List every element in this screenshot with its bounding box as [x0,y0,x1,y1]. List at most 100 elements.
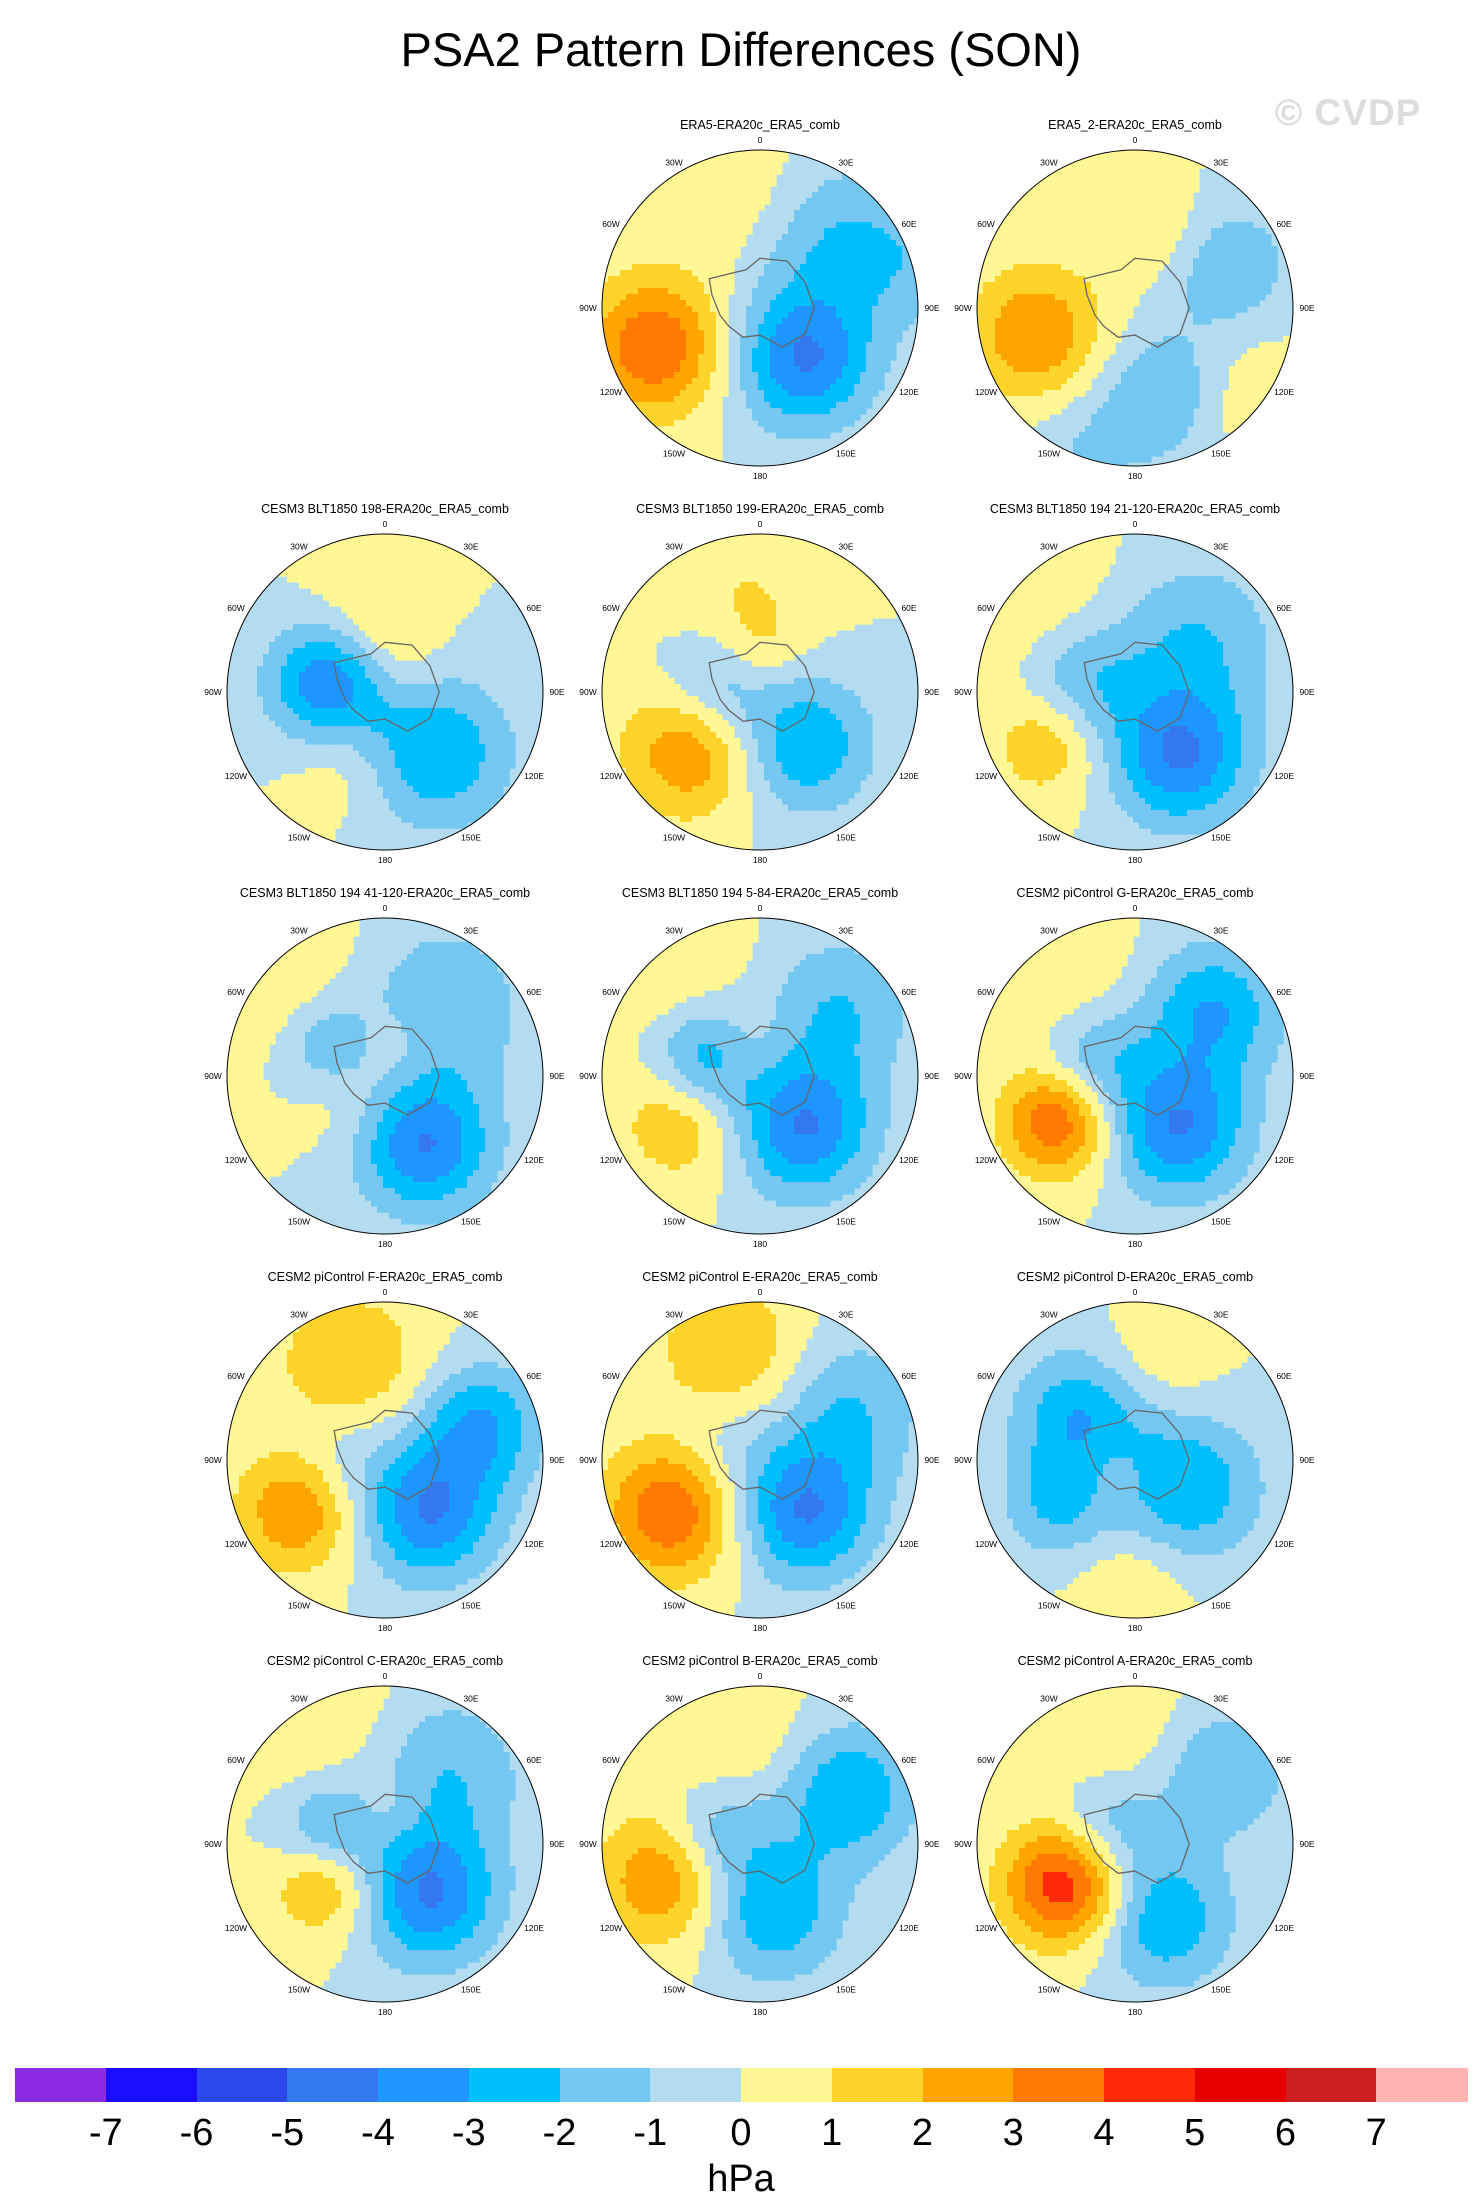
map-panel: CESM3 BLT1850 194 5-84-ERA20c_ERA5_comb 0… [570,886,950,1266]
longitude-label: 30W [290,1310,307,1320]
longitude-label: 0 [1133,1287,1138,1297]
longitude-label: 30W [1040,158,1057,168]
longitude-label: 30E [1213,542,1228,552]
panel-title: CESM2 piControl A-ERA20c_ERA5_comb [945,1654,1325,1668]
longitude-label: 120E [1274,1155,1294,1165]
map-boundary [976,1301,1294,1619]
figure-title: PSA2 Pattern Differences (SON) [0,22,1482,77]
longitude-label: 180 [753,1239,767,1249]
colorbar-swatch [650,2068,742,2102]
longitude-label: 0 [1133,1671,1138,1681]
coastline [1083,1025,1190,1116]
longitude-label: 60E [901,603,916,613]
polar-map: 0 30E 60E 90E 120E 150E 180 150W 120W 90W 60W 30W [579,1671,940,2017]
panel-title: CESM2 piControl F-ERA20c_ERA5_comb [195,1270,575,1284]
polar-map: 0 30E 60E 90E 120E 150E 180 150W 120W 90W 60W 30W [579,135,940,481]
polar-map: 0 30E 60E 90E 120E 150E 180 150W 120W 90W 60W 30W [204,1671,565,2017]
longitude-label: 90W [204,1455,221,1465]
longitude-label: 60W [602,603,619,613]
longitude-label: 30E [1213,1310,1228,1320]
longitude-label: 60E [901,987,916,997]
longitude-label: 30E [463,926,478,936]
longitude-label: 150E [461,1601,481,1611]
map-panel: CESM3 BLT1850 198-ERA20c_ERA5_comb 0 30E 60… [195,502,575,882]
map-panel: CESM3 BLT1850 199-ERA20c_ERA5_comb 0 30E 60… [570,502,950,882]
longitude-label: 90E [1299,1455,1314,1465]
longitude-label: 60E [1276,1755,1291,1765]
longitude-label: 90E [1299,303,1314,313]
panel-title: CESM3 BLT1850 194 21-120-ERA20c_ERA5_com… [945,502,1325,516]
longitude-label: 90W [954,1455,971,1465]
longitude-label: 180 [753,1623,767,1633]
longitude-label: 30E [1213,926,1228,936]
colorbar-tick-label: 0 [730,2112,751,2155]
colorbar-tick-label: -6 [180,2112,214,2155]
panel-title: CESM3 BLT1850 194 41-120-ERA20c_ERA5_com… [195,886,575,900]
map-boundary [601,149,919,467]
longitude-label: 60E [901,1755,916,1765]
longitude-label: 60E [526,1755,541,1765]
coastline [708,641,815,732]
longitude-label: 120W [225,1539,247,1549]
panel-title: CESM2 piControl B-ERA20c_ERA5_comb [570,1654,950,1668]
coastline [708,257,815,348]
longitude-label: 90E [924,1839,939,1849]
longitude-label: 180 [1128,855,1142,865]
map-boundary [976,1685,1294,2003]
coastline [1083,257,1190,348]
longitude-label: 150W [663,1217,685,1227]
map-panel: CESM3 BLT1850 194 41-120-ERA20c_ERA5_com… [195,886,575,1266]
longitude-label: 30E [1213,1694,1228,1704]
longitude-label: 60E [901,219,916,229]
map-panel: ERA5_2-ERA20c_ERA5_comb 0 30E 60E 90E 120E 150… [945,118,1325,498]
longitude-label: 90W [954,1839,971,1849]
panel-title: CESM2 piControl C-ERA20c_ERA5_comb [195,1654,575,1668]
contour-field [602,1686,918,2002]
longitude-label: 90E [924,1071,939,1081]
coastline [1083,1409,1190,1500]
longitude-label: 30E [463,1694,478,1704]
colorbar-swatch [1376,2068,1468,2102]
longitude-label: 150W [1038,1601,1060,1611]
longitude-label: 90W [204,1071,221,1081]
map-panel: CESM2 piControl E-ERA20c_ERA5_comb 0 30E 60… [570,1270,950,1650]
cvdp-watermark: © CVDP [1275,92,1421,134]
longitude-label: 150W [288,1601,310,1611]
longitude-label: 150W [663,833,685,843]
polar-map: 0 30E 60E 90E 120E 150E 180 150W 120W 90W 60W 30W [579,519,940,865]
longitude-label: 30W [665,1694,682,1704]
contour-field [602,1302,918,1618]
colorbar-tick-label: 1 [821,2112,842,2155]
longitude-label: 0 [383,1287,388,1297]
coastline [333,1025,440,1116]
longitude-label: 90E [1299,687,1314,697]
contour-field [227,1686,543,2002]
polar-map: 0 30E 60E 90E 120E 150E 180 150W 120W 90W 60W 30W [204,519,565,865]
longitude-label: 0 [1133,519,1138,529]
longitude-label: 150E [1211,449,1231,459]
longitude-label: 120E [1274,771,1294,781]
longitude-label: 150W [663,1601,685,1611]
panel-title: CESM3 BLT1850 199-ERA20c_ERA5_comb [570,502,950,516]
longitude-label: 120W [975,387,997,397]
map-boundary [976,533,1294,851]
longitude-label: 120W [225,771,247,781]
longitude-label: 150E [836,449,856,459]
longitude-label: 90E [549,1455,564,1465]
longitude-label: 60W [977,219,994,229]
panel-title: CESM2 piControl G-ERA20c_ERA5_comb [945,886,1325,900]
longitude-label: 90W [579,1839,596,1849]
longitude-label: 150E [836,833,856,843]
longitude-label: 60E [1276,603,1291,613]
longitude-label: 180 [753,855,767,865]
longitude-label: 150W [288,833,310,843]
longitude-label: 120W [975,771,997,781]
contour-field [227,534,543,850]
longitude-label: 120E [899,387,919,397]
longitude-label: 90W [954,687,971,697]
map-boundary [226,1301,544,1619]
longitude-label: 180 [1128,471,1142,481]
longitude-label: 150E [1211,833,1231,843]
longitude-label: 180 [1128,1239,1142,1249]
